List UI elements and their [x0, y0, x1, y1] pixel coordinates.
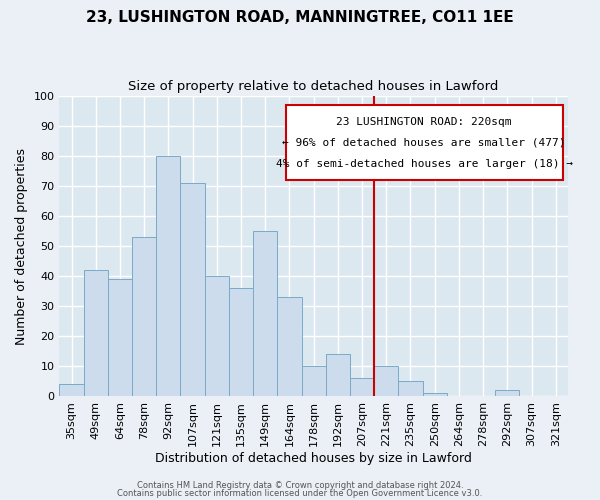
Text: ← 96% of detached houses are smaller (477): ← 96% of detached houses are smaller (47…	[283, 138, 566, 147]
Text: Contains HM Land Registry data © Crown copyright and database right 2024.: Contains HM Land Registry data © Crown c…	[137, 481, 463, 490]
X-axis label: Distribution of detached houses by size in Lawford: Distribution of detached houses by size …	[155, 452, 472, 465]
Text: 4% of semi-detached houses are larger (18) →: 4% of semi-detached houses are larger (1…	[276, 158, 573, 168]
Bar	[181, 183, 205, 396]
Bar	[350, 378, 374, 396]
Text: Contains public sector information licensed under the Open Government Licence v3: Contains public sector information licen…	[118, 488, 482, 498]
Bar	[253, 231, 277, 396]
Bar	[495, 390, 520, 396]
FancyBboxPatch shape	[286, 104, 563, 180]
Bar	[398, 382, 422, 396]
Bar	[205, 276, 229, 396]
Bar	[229, 288, 253, 397]
Bar	[132, 237, 156, 396]
Bar	[302, 366, 326, 396]
Bar	[326, 354, 350, 397]
Text: 23 LUSHINGTON ROAD: 220sqm: 23 LUSHINGTON ROAD: 220sqm	[337, 116, 512, 126]
Bar	[374, 366, 398, 396]
Title: Size of property relative to detached houses in Lawford: Size of property relative to detached ho…	[128, 80, 499, 93]
Bar	[59, 384, 83, 396]
Bar	[422, 394, 447, 396]
Bar	[277, 297, 302, 396]
Bar	[156, 156, 181, 396]
Bar	[83, 270, 108, 396]
Y-axis label: Number of detached properties: Number of detached properties	[15, 148, 28, 344]
Bar	[108, 279, 132, 396]
Text: 23, LUSHINGTON ROAD, MANNINGTREE, CO11 1EE: 23, LUSHINGTON ROAD, MANNINGTREE, CO11 1…	[86, 10, 514, 25]
